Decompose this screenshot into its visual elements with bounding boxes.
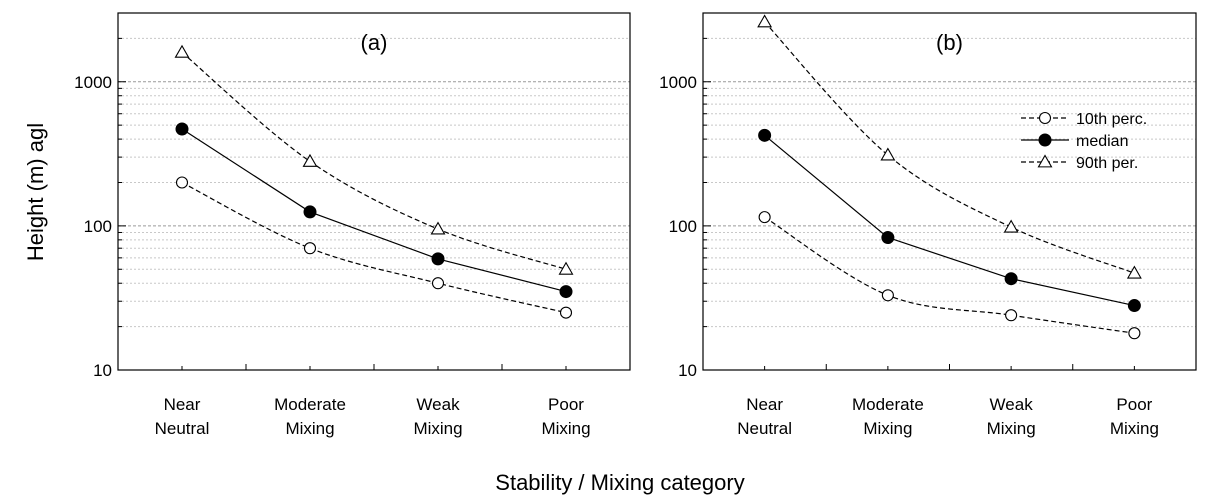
- y-axis-title: Height (m) agl: [23, 123, 48, 261]
- x-category-label: Near: [746, 395, 783, 414]
- x-category-label: Moderate: [852, 395, 924, 414]
- y-tick-label: 10: [93, 361, 112, 380]
- x-category-label: Mixing: [413, 419, 462, 438]
- data-point: [758, 128, 772, 142]
- panel-label: (a): [361, 30, 388, 55]
- x-category-label: Near: [164, 395, 201, 414]
- legend: 10th perc. median 90th per.: [1021, 111, 1147, 172]
- x-category-label: Poor: [1116, 395, 1152, 414]
- data-point: [559, 285, 573, 299]
- x-category-label: Poor: [548, 395, 584, 414]
- series-median: [175, 122, 573, 299]
- x-category-label: Mixing: [1110, 419, 1159, 438]
- data-point: [1005, 309, 1018, 322]
- series-90th-per-: [757, 14, 1142, 279]
- y-tick-label: 100: [669, 217, 697, 236]
- x-category-label: Weak: [990, 395, 1034, 414]
- data-point: [1128, 327, 1141, 340]
- data-point: [880, 147, 896, 161]
- panel-label: (b): [936, 30, 963, 55]
- legend-label: 90th per.: [1076, 155, 1138, 172]
- series-line: [181, 181, 567, 314]
- data-point: [1126, 265, 1142, 279]
- data-point: [303, 242, 317, 255]
- y-tick-label: 1000: [659, 73, 697, 92]
- data-point: [431, 252, 445, 266]
- series-line: [181, 128, 567, 293]
- data-point: [558, 261, 574, 275]
- legend-marker: [1038, 133, 1052, 147]
- data-point: [1127, 299, 1141, 313]
- legend-marker: [1037, 154, 1053, 168]
- data-point: [881, 289, 894, 302]
- legend-marker: [1038, 111, 1052, 125]
- x-category-label: Neutral: [737, 419, 792, 438]
- legend-label: median: [1076, 133, 1128, 150]
- data-point: [302, 153, 318, 167]
- x-category-label: Mixing: [285, 419, 334, 438]
- data-point: [881, 231, 895, 245]
- y-tick-label: 10: [678, 361, 697, 380]
- series-10th-perc-: [758, 211, 1141, 340]
- legend-label: 10th perc.: [1076, 111, 1147, 128]
- series-line: [764, 134, 1135, 307]
- series-line: [181, 51, 567, 270]
- x-category-label: Mixing: [863, 419, 912, 438]
- series-median: [758, 128, 1141, 313]
- x-category-label: Weak: [416, 395, 460, 414]
- data-point: [758, 211, 771, 224]
- plot-frame: [702, 12, 1197, 371]
- plot-frame: [117, 12, 631, 371]
- series-90th-per-: [174, 44, 574, 275]
- data-point: [757, 14, 773, 28]
- series-line: [764, 21, 1135, 274]
- chart-panel-a: 10 100 1000 Near Neutral Moderate Mixing Weak Mi…: [74, 12, 631, 438]
- data-point: [303, 205, 317, 219]
- data-point: [1004, 272, 1018, 286]
- data-point: [430, 221, 446, 235]
- x-category-label: Neutral: [155, 419, 210, 438]
- data-point: [174, 44, 190, 58]
- data-point: [175, 176, 189, 189]
- chart-panel-b: 10 100 1000 Near Neutral Moderate Mixing Weak Mi…: [659, 12, 1197, 438]
- data-point: [431, 277, 445, 290]
- data-point: [1003, 219, 1019, 233]
- x-axis-title: Stability / Mixing category: [495, 470, 744, 495]
- x-category-label: Moderate: [274, 395, 346, 414]
- series-10th-perc-: [175, 176, 573, 319]
- series-line: [764, 216, 1135, 334]
- x-category-label: Mixing: [987, 419, 1036, 438]
- data-point: [559, 306, 573, 319]
- y-tick-label: 100: [84, 217, 112, 236]
- data-point: [175, 122, 189, 136]
- y-tick-label: 1000: [74, 73, 112, 92]
- x-category-label: Mixing: [541, 419, 590, 438]
